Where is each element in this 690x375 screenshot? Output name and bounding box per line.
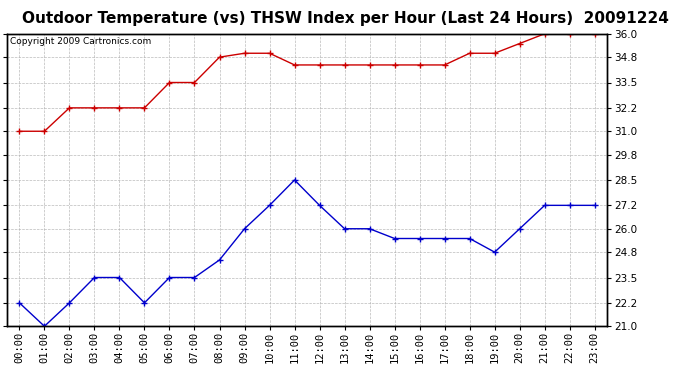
Text: Copyright 2009 Cartronics.com: Copyright 2009 Cartronics.com bbox=[10, 37, 151, 46]
Text: Outdoor Temperature (vs) THSW Index per Hour (Last 24 Hours)  20091224: Outdoor Temperature (vs) THSW Index per … bbox=[21, 11, 669, 26]
